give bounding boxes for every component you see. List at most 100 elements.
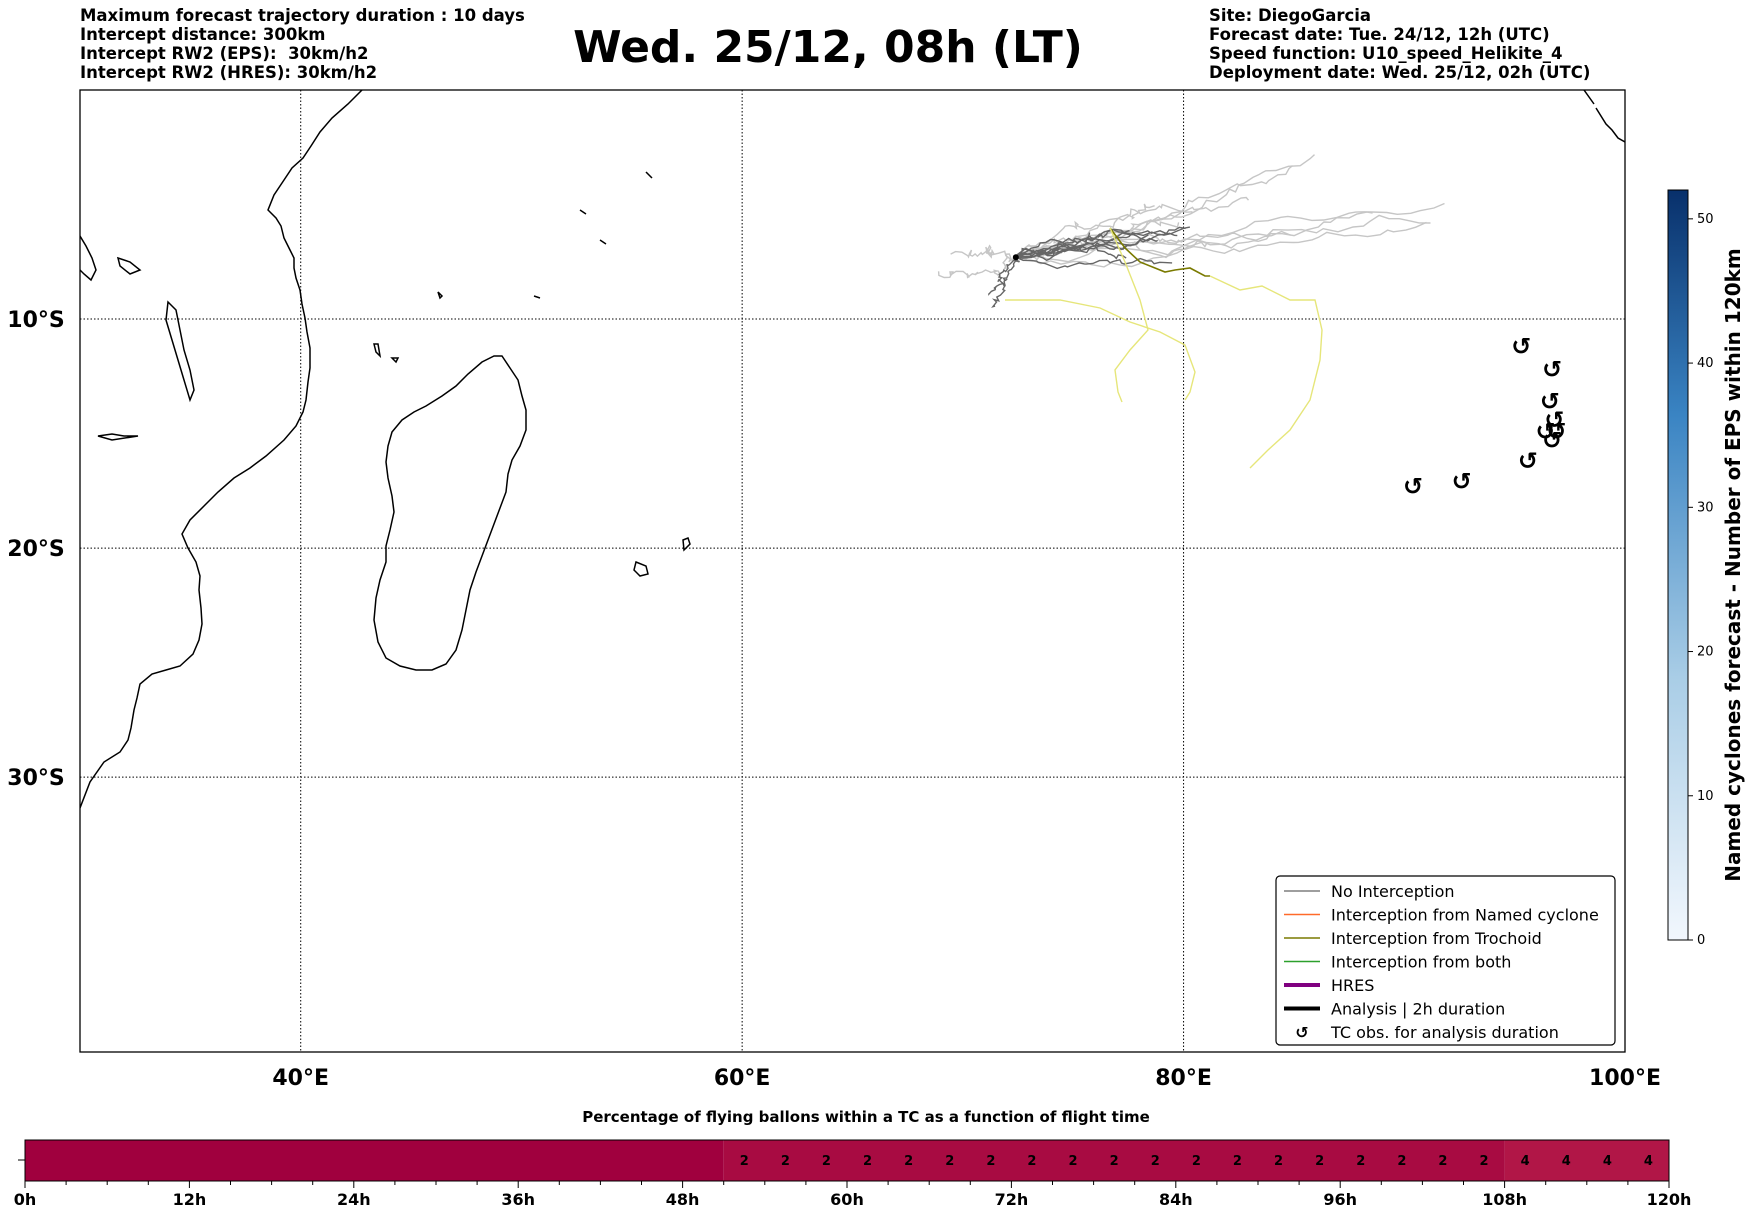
header-left-info: Maximum forecast trajectory duration : 1… <box>80 6 525 82</box>
map-border <box>79 89 1626 1053</box>
bar-cell-value: 2 <box>1233 1154 1242 1169</box>
madagascar-coastline <box>373 355 527 671</box>
trajectory-no-interception <box>1015 221 1427 258</box>
bar-cell-value: 2 <box>1192 1154 1201 1169</box>
colorbar-tick-label: 0 <box>1697 933 1705 948</box>
bottom-bar-title: Percentage of flying ballons within a TC… <box>582 1108 1150 1126</box>
header-right-line: Speed function: U10_speed_Helikite_4 <box>1209 44 1563 63</box>
colorbar-tick-label: 40 <box>1697 356 1714 371</box>
colorbar-tick-label: 30 <box>1697 500 1714 515</box>
bar-tick-label: 108h <box>1482 1190 1527 1209</box>
bar-cell-value: 2 <box>1069 1154 1078 1169</box>
trajectory-no-interception-dark <box>1015 237 1159 262</box>
lon-tick-label: 100°E <box>1589 1066 1661 1091</box>
bar-cell-value: 2 <box>863 1154 872 1169</box>
tc-obs-icon: ↺ <box>1542 426 1562 454</box>
bar-cell-value: 2 <box>945 1154 954 1169</box>
trajectory-lines <box>937 154 1445 469</box>
trajectory-no-interception <box>1015 203 1155 258</box>
bar-tick-label: 60h <box>830 1190 864 1209</box>
bar-cell-value: 2 <box>1315 1154 1324 1169</box>
comoros-island <box>97 433 139 441</box>
tc-obs-icon: ↺ <box>1518 447 1538 475</box>
bar-tick-label: 72h <box>995 1190 1029 1209</box>
bar-cell-value: 2 <box>1110 1154 1119 1169</box>
legend-box <box>1275 875 1616 1046</box>
legend-label: Interception from Named cyclone <box>1331 906 1599 925</box>
launch-site-marker <box>1012 254 1019 261</box>
bar-cell-value: 2 <box>904 1154 913 1169</box>
header-left-line: Intercept RW2 (EPS): 30km/h2 <box>80 44 369 63</box>
bar-cell-value: 4 <box>1521 1154 1530 1169</box>
tc-obs-icon: ↺ <box>1544 406 1564 434</box>
bar-tick-label: 36h <box>501 1190 535 1209</box>
colorbar-tick-label: 20 <box>1697 645 1714 660</box>
mascarene-island <box>633 560 649 577</box>
tc-obs-icon: ↺ <box>1547 417 1567 445</box>
bar-segment <box>723 1140 1505 1181</box>
legend-label: HRES <box>1331 976 1374 995</box>
bar-cell-value: 2 <box>1438 1154 1447 1169</box>
tc-obs-icon: ↺ <box>1403 472 1423 500</box>
bar-tick-label: 48h <box>666 1190 700 1209</box>
tc-obs-legend-icon: ↺ <box>1295 1023 1308 1042</box>
australia-coastline <box>1583 90 1625 143</box>
legend: No Interception Interception from Named c… <box>1275 875 1616 1046</box>
header-left-line: Intercept RW2 (HRES): 30km/h2 <box>80 63 378 82</box>
bar-cell-value: 4 <box>1562 1154 1571 1169</box>
rodrigues-island <box>682 537 691 552</box>
bar-cells: 2 2 2 2 2 2 2 2 2 2 2 2 2 2 2 2 2 2 2 4 4 4 4 <box>25 1140 1669 1181</box>
trajectory-no-interception <box>1015 214 1431 268</box>
tc-obs-icon: ↺ <box>1542 355 1562 383</box>
bar-tick-label: 96h <box>1323 1190 1357 1209</box>
small-island <box>373 171 653 364</box>
seychelles-island <box>165 300 195 403</box>
lon-tick-label: 80°E <box>1155 1066 1212 1091</box>
lon-tick-label: 60°E <box>714 1066 771 1091</box>
socotra-island <box>116 256 142 275</box>
latitude-axis: 10°S 20°S 30°S <box>7 308 64 791</box>
header-right-info: Site: DiegoGarcia Forecast date: Tue. 24… <box>1209 6 1590 82</box>
tc-obs-icon: ↺ <box>1540 388 1560 416</box>
tc-obs-icon: ↺ <box>1452 468 1472 496</box>
tc-observations: ↺ ↺↺↺↺↺↺↺↺↺ <box>1403 333 1567 501</box>
header-right-line: Site: DiegoGarcia <box>1209 6 1372 25</box>
trajectory-trochoid-light <box>1209 275 1323 469</box>
trajectory-no-interception-dark <box>1015 234 1149 258</box>
bar-cell-value: 4 <box>1644 1154 1653 1169</box>
bar-cell-value: 2 <box>1151 1154 1160 1169</box>
trajectory-no-interception-dark <box>1015 241 1127 260</box>
africa-coastline <box>80 90 363 809</box>
trajectory-no-interception-dark <box>1015 256 1173 270</box>
legend-label: No Interception <box>1331 882 1455 901</box>
legend-label: Interception from both <box>1331 953 1511 972</box>
bar-cell-value: 2 <box>1274 1154 1283 1169</box>
bar-time-axis: 0h 12h 24h 36h 48h 60h 72h 84h 96h 108h 120h <box>14 1181 1692 1209</box>
colorbar-label: Named cyclones forecast - Number of EPS … <box>1721 248 1745 882</box>
bar-cell-value: 2 <box>1356 1154 1365 1169</box>
colorbar-tick-label: 10 <box>1697 789 1714 804</box>
lat-tick-label: 20°S <box>7 537 64 562</box>
header-left-line: Maximum forecast trajectory duration : 1… <box>80 6 525 25</box>
bar-tick-label: 84h <box>1159 1190 1193 1209</box>
colorbar-gradient <box>1667 189 1689 941</box>
lat-tick-label: 10°S <box>7 308 64 333</box>
trajectory-trochoid <box>1109 227 1210 277</box>
trajectory-no-interception-dark <box>1015 228 1130 258</box>
bar-cell-value: 2 <box>1027 1154 1036 1169</box>
flight-time-bar: Percentage of flying ballons within a TC… <box>14 1108 1692 1209</box>
coastlines <box>80 90 1625 809</box>
trajectory-no-interception-dark <box>988 256 1019 296</box>
header-left-line: Intercept distance: 300km <box>80 25 326 44</box>
bar-tick-label: 12h <box>173 1190 207 1209</box>
bar-cell-value: 4 <box>1603 1154 1612 1169</box>
bar-tick-label: 24h <box>337 1190 371 1209</box>
bar-tick-label: 120h <box>1647 1190 1692 1209</box>
page-title: Wed. 25/12, 08h (LT) <box>0 22 1752 73</box>
tc-obs-icon: ↺ <box>1511 333 1531 361</box>
page-title-text: Wed. 25/12, 08h (LT) <box>573 22 1083 73</box>
tc-obs-icon: ↺ <box>1535 417 1555 445</box>
legend-label: Interception from Trochoid <box>1331 929 1542 948</box>
lon-tick-label: 40°E <box>272 1066 329 1091</box>
